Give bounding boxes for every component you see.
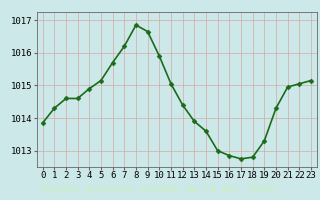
Text: Graphe pression niveau de la mer (hPa): Graphe pression niveau de la mer (hPa) — [41, 184, 279, 194]
